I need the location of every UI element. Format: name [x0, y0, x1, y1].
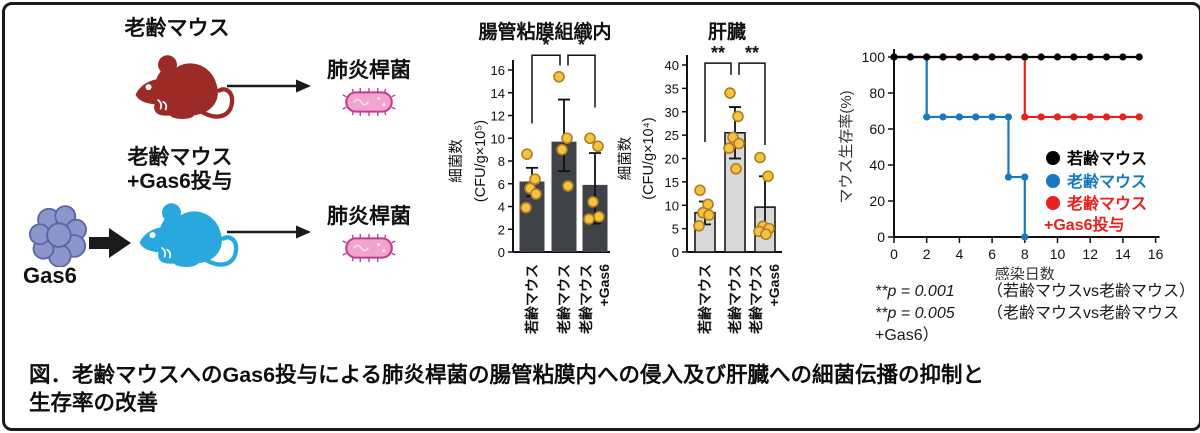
svg-text:マウス生存率(%): マウス生存率(%) [838, 90, 855, 203]
mucosa-chart-title: 腸管粘膜組織内 [478, 22, 612, 43]
gas6-protein-icon [29, 205, 87, 267]
svg-text:0: 0 [498, 245, 505, 260]
svg-text:12: 12 [491, 109, 505, 124]
svg-text:10: 10 [665, 198, 679, 213]
mouse-foot [170, 110, 195, 120]
bacteria-icon-1 [342, 88, 396, 116]
svg-text:**: ** [745, 43, 759, 63]
p-value-comparison-1: （若齢マウスvs老齢マウス） [987, 283, 1196, 300]
survival-chart: 0 20 40 60 80 100 0 2 4 6 8 10 12 14 16 マウス生存率(%) 感染日数 若齢… [838, 49, 1164, 280]
svg-text:2: 2 [923, 246, 931, 262]
svg-text:20: 20 [665, 152, 679, 167]
svg-text:12: 12 [1082, 246, 1098, 262]
mouse-paw [157, 99, 168, 111]
svg-text:老齢マウス: 老齢マウス [578, 264, 594, 334]
svg-text:14: 14 [491, 86, 505, 101]
svg-text:10: 10 [491, 131, 505, 146]
p-value-notes: **p = 0.001 （若齢マウスvs老齢マウス） **p = 0.005 （老齢… [875, 281, 1199, 347]
svg-text:8: 8 [498, 154, 505, 169]
svg-text:**: ** [711, 43, 725, 63]
bacteria-label-1: 肺炎桿菌 [327, 59, 411, 82]
aged-mouse-icon [135, 55, 235, 120]
svg-text:0: 0 [890, 246, 898, 262]
mouse-paw [161, 247, 172, 259]
svg-text:4: 4 [956, 246, 964, 262]
svg-text:若齢マウス: 若齢マウス [1066, 149, 1147, 168]
svg-text:細菌数: 細菌数 [617, 136, 634, 180]
p-value-stat-2: **p = 0.005 [875, 305, 955, 322]
svg-text:老齢マウス: 老齢マウス [1066, 172, 1147, 191]
svg-text:+Gas6: +Gas6 [596, 264, 612, 307]
mouse-tail [197, 87, 235, 119]
svg-text:+Gas6: +Gas6 [766, 264, 782, 307]
svg-text:老齢マウス: 老齢マウス [748, 264, 764, 334]
svg-text:(CFU/g×10⁵): (CFU/g×10⁵) [473, 120, 489, 202]
svg-text:若齢マウス: 若齢マウス [524, 264, 540, 335]
p-value-stat-1: **p = 0.001 [875, 283, 955, 300]
svg-text:細菌数: 細菌数 [448, 139, 465, 183]
svg-text:25: 25 [665, 128, 679, 143]
svg-text:*: * [578, 35, 585, 55]
liver-chart-panel: 肝臓 0 5 10 15 20 25 30 35 40 細菌数 (CFU/g×10⁴) ** ** 若齢マ… [605, 5, 845, 365]
svg-text:老齢マウス: 老齢マウス [556, 264, 572, 334]
mucosa-bar-chart: 0246810121416細菌数 (CFU/g×10⁵)* *若齢マウス 老齢マウス老… [448, 35, 612, 335]
svg-text:4: 4 [498, 200, 505, 215]
mouse-eye [149, 232, 156, 239]
svg-text:14: 14 [1115, 246, 1131, 262]
svg-text:100: 100 [862, 49, 886, 65]
thick-arrow-icon [89, 228, 131, 258]
svg-text:老齢マウス: 老齢マウス [1066, 194, 1147, 213]
survival-chart-panel: 0 20 40 60 80 100 0 2 4 6 8 10 12 14 16 マウス生存率(%) 感染日数 若齢… [835, 25, 1199, 280]
svg-text:老齢マウス: 老齢マウス [727, 264, 743, 334]
svg-text:80: 80 [869, 85, 885, 101]
mouse-tail [201, 235, 239, 267]
gas6-label: Gas6 [23, 263, 77, 288]
p-value-comparison-2: （老齢マウスvs老齢マウス+Gas6） [875, 305, 1180, 344]
svg-text:40: 40 [869, 157, 885, 173]
mouse-body [139, 211, 222, 264]
svg-text:35: 35 [665, 81, 679, 96]
svg-text:(CFU/g×10⁴): (CFU/g×10⁴) [641, 117, 657, 199]
liver-bar-chart: 0510152025303540細菌数 (CFU/g×10⁴)** **若齢マウス老… [617, 43, 782, 335]
svg-text:16: 16 [491, 63, 505, 78]
svg-text:10: 10 [1050, 246, 1066, 262]
svg-text:20: 20 [869, 193, 885, 209]
svg-text:8: 8 [1021, 246, 1029, 262]
liver-chart-title: 肝臓 [707, 22, 746, 43]
svg-text:15: 15 [665, 175, 679, 190]
mouse-body [135, 63, 218, 116]
svg-text:6: 6 [498, 177, 505, 192]
svg-text:6: 6 [988, 246, 996, 262]
mucosa-chart-panel: 腸管粘膜組織内 0 2 4 6 8 10 12 14 16 細菌数 (CFU/g×10⁵) * * 若齢マ… [445, 5, 660, 365]
treated-mouse-label: 老齢マウス +Gas6投与 [127, 146, 233, 193]
svg-text:30: 30 [665, 105, 679, 120]
svg-text:16: 16 [1148, 246, 1164, 262]
arrow-icon-2 [227, 225, 311, 239]
mouse-foot [174, 258, 199, 268]
svg-text:若齢マウス: 若齢マウス [697, 264, 713, 335]
svg-text:5: 5 [672, 222, 679, 237]
svg-text:40: 40 [665, 58, 679, 73]
svg-text:0: 0 [672, 245, 679, 260]
svg-text:感染日数: 感染日数 [995, 266, 1055, 280]
p-value-note-1: **p = 0.001 （若齢マウスvs老齢マウス） [875, 281, 1199, 303]
svg-text:*: * [542, 35, 549, 55]
bacteria-icon-2 [342, 234, 396, 262]
svg-text:+Gas6投与: +Gas6投与 [1044, 215, 1125, 234]
svg-text:0: 0 [877, 229, 885, 245]
treated-mouse-icon [139, 203, 239, 268]
svg-text:60: 60 [869, 121, 885, 137]
figure-caption: 図．老齢マウスへのGas6投与による肺炎桿菌の腸管粘膜内への侵入及び肝臓への細菌… [29, 363, 984, 415]
aged-mouse-label: 老齢マウス [124, 17, 230, 40]
arrow-icon [227, 79, 311, 93]
svg-text:2: 2 [498, 222, 505, 237]
p-value-note-2: **p = 0.005 （老齢マウスvs老齢マウス+Gas6） [875, 303, 1199, 347]
mouse-eye [145, 84, 152, 91]
bacteria-label-2: 肺炎桿菌 [327, 205, 411, 228]
